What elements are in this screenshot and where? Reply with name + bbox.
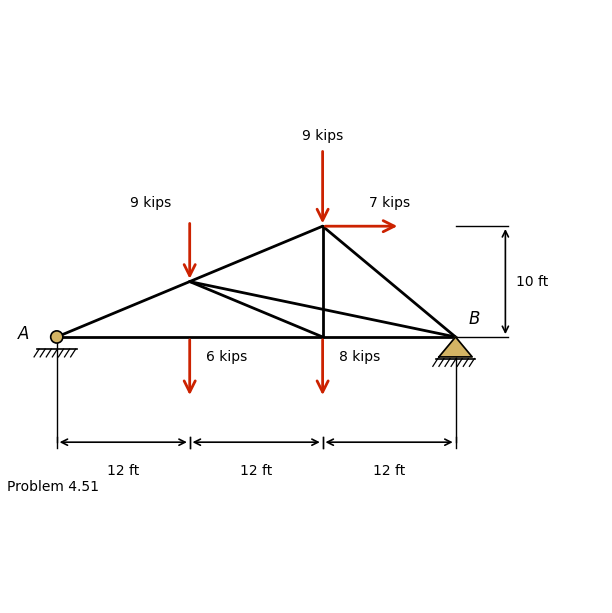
Circle shape [51,331,63,343]
Text: 8 kips: 8 kips [339,350,381,364]
Text: 12 ft: 12 ft [107,464,140,478]
Polygon shape [439,337,472,357]
Text: A: A [18,325,29,343]
Text: Problem 4.51: Problem 4.51 [7,480,99,494]
Text: 7 kips: 7 kips [368,196,409,210]
Text: 6 kips: 6 kips [206,350,248,364]
Text: 9 kips: 9 kips [302,129,343,143]
Text: 10 ft: 10 ft [517,275,549,289]
Text: B: B [469,310,480,328]
Text: 12 ft: 12 ft [240,464,272,478]
Text: 12 ft: 12 ft [373,464,405,478]
Text: 9 kips: 9 kips [130,196,171,210]
